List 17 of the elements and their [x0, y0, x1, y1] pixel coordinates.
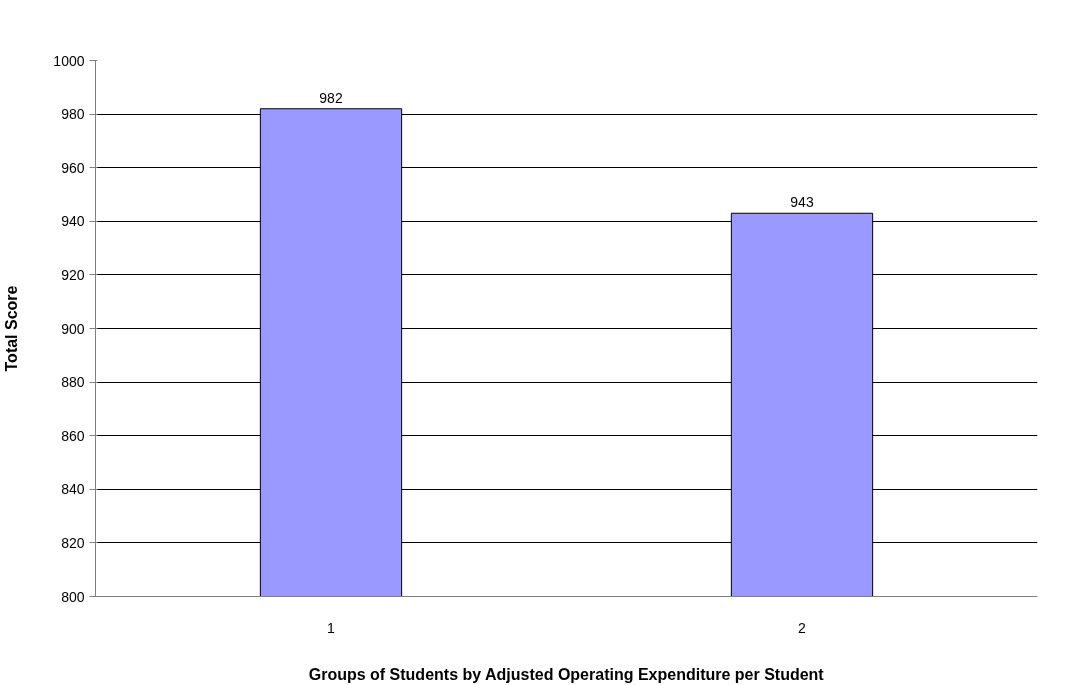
y-tick-label: 800 [61, 588, 85, 605]
y-tick-label: 900 [61, 320, 85, 337]
y-tick-label: 920 [61, 266, 85, 283]
y-tick-label: 940 [61, 213, 85, 230]
data-label: 943 [790, 194, 814, 211]
y-tick-label: 980 [61, 106, 85, 123]
y-tick-label: 860 [61, 427, 85, 444]
x-tick-label: 2 [798, 619, 807, 636]
data-label: 982 [319, 89, 343, 106]
y-tick-label: 1000 [53, 52, 85, 69]
y-tick-label: 820 [61, 534, 85, 551]
x-axis-title: Groups of Students by Adjusted Operating Expenditure per Student [308, 665, 825, 683]
y-tick-label: 840 [61, 481, 85, 498]
x-tick-label: 1 [327, 619, 336, 636]
y-tick-label: 880 [61, 374, 85, 391]
y-tick-label: 960 [61, 159, 85, 176]
y-axis-title: Total Score [3, 285, 21, 372]
